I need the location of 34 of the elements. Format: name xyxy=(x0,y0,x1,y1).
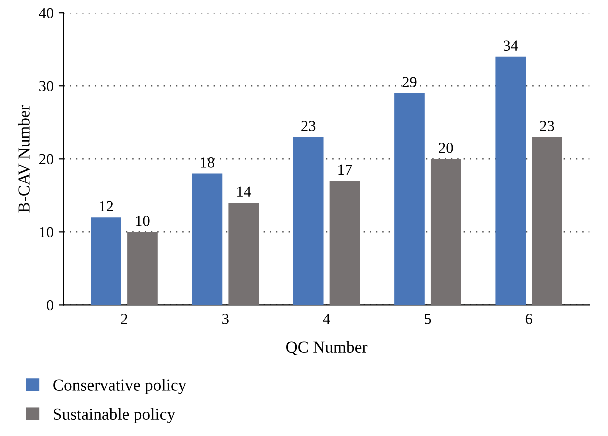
bar xyxy=(128,232,158,306)
data-label: 18 xyxy=(201,158,215,168)
data-label: 20 xyxy=(439,142,454,154)
x-tick-label: 2 xyxy=(121,314,128,324)
x-tick-label: 4 xyxy=(323,314,330,324)
bar xyxy=(91,218,122,306)
x-axis-title: QC Number xyxy=(286,341,368,356)
bar xyxy=(394,93,425,306)
y-tick-label: 0 xyxy=(47,300,54,311)
x-tick-label: 6 xyxy=(526,314,532,324)
data-label: 10 xyxy=(136,216,150,226)
x-tick-label: 5 xyxy=(425,314,432,324)
legend-label: Conservative policy xyxy=(54,379,187,394)
bar xyxy=(496,56,526,306)
data-label: 23 xyxy=(302,121,316,132)
y-axis-title: B-CAV Number xyxy=(18,105,30,213)
data-label: 29 xyxy=(402,77,417,88)
y-tick-label: 20 xyxy=(40,154,54,165)
y-tick-label: 10 xyxy=(40,227,54,238)
bar xyxy=(228,202,260,306)
bar xyxy=(430,159,462,306)
y-tick-label: 40 xyxy=(39,8,54,19)
bar xyxy=(532,137,562,306)
data-label: 34 xyxy=(504,40,518,52)
bar xyxy=(330,181,360,306)
y-tick-label: 30 xyxy=(40,81,54,92)
data-label: 12 xyxy=(100,201,114,212)
bar xyxy=(293,137,324,306)
data-label: 17 xyxy=(338,164,352,176)
x-tick-label: 3 xyxy=(222,314,229,324)
data-label: 23 xyxy=(540,121,554,132)
legend-label: Sustainable policy xyxy=(54,408,176,424)
data-label: 14 xyxy=(238,186,252,197)
bar xyxy=(192,174,223,306)
